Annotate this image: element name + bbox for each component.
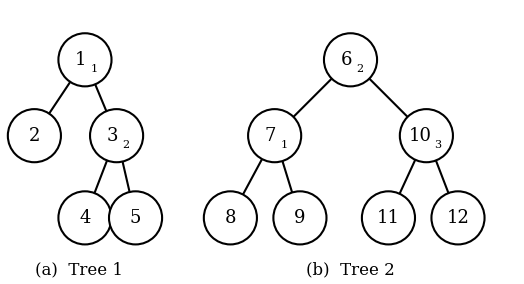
Circle shape xyxy=(90,109,143,162)
Circle shape xyxy=(8,109,61,162)
Circle shape xyxy=(274,191,326,245)
Text: 10: 10 xyxy=(409,127,432,145)
Text: 8: 8 xyxy=(225,209,236,227)
Text: 3: 3 xyxy=(434,139,441,150)
Text: (b)  Tree 2: (b) Tree 2 xyxy=(306,261,395,278)
Text: 5: 5 xyxy=(130,209,141,227)
Circle shape xyxy=(58,33,112,86)
Text: 7: 7 xyxy=(265,127,276,145)
Circle shape xyxy=(58,191,112,245)
Circle shape xyxy=(109,191,162,245)
Text: 11: 11 xyxy=(377,209,400,227)
Text: 6: 6 xyxy=(341,51,352,69)
Circle shape xyxy=(248,109,301,162)
Circle shape xyxy=(362,191,415,245)
Circle shape xyxy=(324,33,377,86)
Text: 1: 1 xyxy=(75,51,86,69)
Text: 2: 2 xyxy=(356,64,364,74)
Text: 3: 3 xyxy=(106,127,118,145)
Text: 12: 12 xyxy=(446,209,470,227)
Circle shape xyxy=(204,191,257,245)
Text: (a)  Tree 1: (a) Tree 1 xyxy=(35,261,123,278)
Text: 9: 9 xyxy=(294,209,305,227)
Text: 1: 1 xyxy=(91,64,98,74)
Text: 4: 4 xyxy=(79,209,91,227)
Text: 2: 2 xyxy=(29,127,40,145)
Circle shape xyxy=(431,191,485,245)
Text: 2: 2 xyxy=(123,139,129,150)
Circle shape xyxy=(400,109,453,162)
Text: 1: 1 xyxy=(280,139,288,150)
